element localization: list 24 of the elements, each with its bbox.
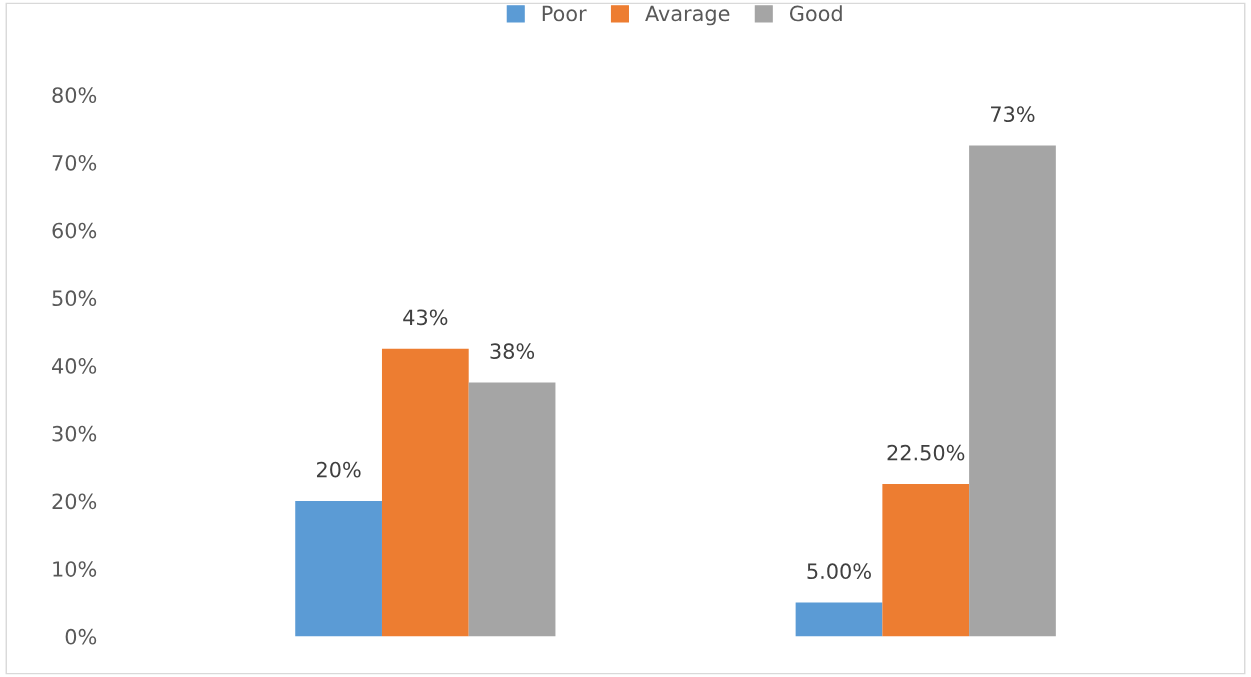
bar <box>882 484 970 637</box>
y-tick-label: 80% <box>52 87 97 103</box>
y-tick-label: 10% <box>53 561 97 577</box>
y-tick-label: 30% <box>52 425 97 442</box>
data-label: 5.00% <box>807 563 871 580</box>
y-tick-label: 70% <box>52 154 97 171</box>
legend-label: Poor <box>542 5 587 22</box>
data-label: 38% <box>490 343 535 360</box>
data-label: 20% <box>316 461 361 478</box>
bar <box>795 602 883 637</box>
bar <box>969 145 1056 637</box>
y-tick-label: 60% <box>52 222 97 239</box>
data-label: 43% <box>403 309 448 326</box>
data-label: 22.50% <box>887 444 965 461</box>
y-tick-label: 50% <box>52 290 97 307</box>
bar <box>381 348 469 637</box>
y-tick-label: 40% <box>52 358 97 374</box>
y-tick-label: 20% <box>52 493 97 510</box>
legend-label: Good <box>789 5 842 22</box>
bar <box>468 382 556 637</box>
data-label: 73% <box>991 106 1035 123</box>
legend-label: Avarage <box>645 5 730 26</box>
bar <box>295 500 382 637</box>
y-tick-label: 0% <box>65 628 97 645</box>
